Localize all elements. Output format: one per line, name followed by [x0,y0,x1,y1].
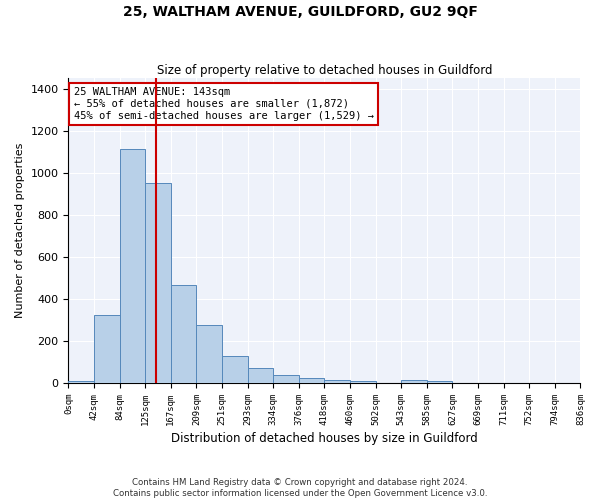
Bar [401,380,427,383]
Bar [94,314,120,383]
Bar [196,326,222,383]
Bar [170,286,196,383]
Bar [68,381,94,383]
Bar [350,381,376,383]
Bar [299,378,325,383]
X-axis label: Distribution of detached houses by size in Guildford: Distribution of detached houses by size … [171,432,478,445]
Bar [427,381,452,383]
Text: 25, WALTHAM AVENUE, GUILDFORD, GU2 9QF: 25, WALTHAM AVENUE, GUILDFORD, GU2 9QF [122,5,478,19]
Bar [325,380,350,383]
Bar [273,374,299,383]
Bar [120,148,145,383]
Title: Size of property relative to detached houses in Guildford: Size of property relative to detached ho… [157,64,492,77]
Y-axis label: Number of detached properties: Number of detached properties [15,143,25,318]
Bar [145,184,170,383]
Bar [248,368,273,383]
Text: Contains HM Land Registry data © Crown copyright and database right 2024.
Contai: Contains HM Land Registry data © Crown c… [113,478,487,498]
Bar [222,356,248,383]
Text: 25 WALTHAM AVENUE: 143sqm
← 55% of detached houses are smaller (1,872)
45% of se: 25 WALTHAM AVENUE: 143sqm ← 55% of detac… [74,88,374,120]
